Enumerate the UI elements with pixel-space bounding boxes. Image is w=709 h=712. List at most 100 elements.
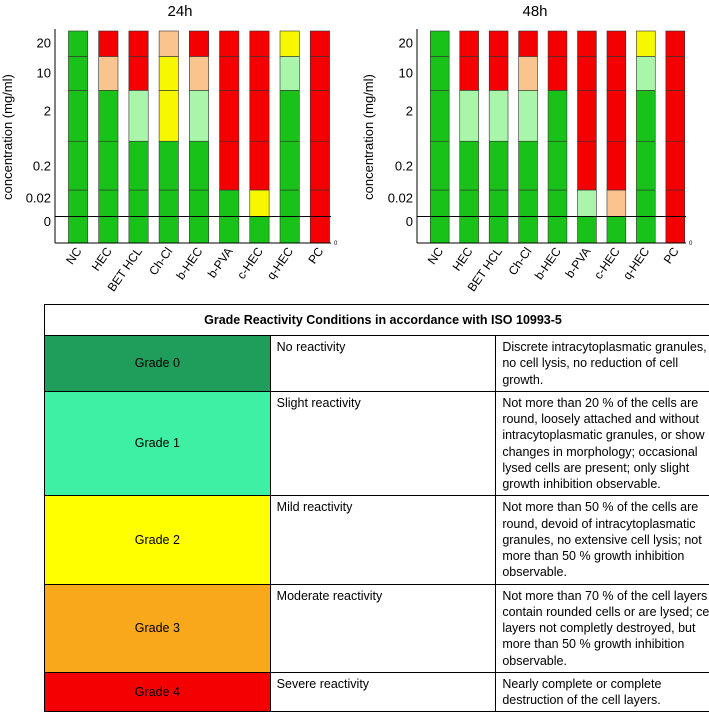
bar-segment — [578, 31, 597, 56]
bar-q-HEC — [636, 31, 655, 243]
bar-segment — [189, 56, 208, 90]
chart-title: 48h — [522, 3, 547, 20]
bar-segment — [607, 217, 626, 244]
bar-segment — [68, 90, 87, 141]
bar-segment — [250, 31, 269, 56]
bar-segment — [189, 190, 208, 217]
bar-segment — [607, 90, 626, 141]
bar-segment — [250, 190, 269, 217]
category-label: q-HEC — [620, 244, 652, 282]
bar-segment — [220, 190, 239, 217]
bar-b-PVA — [578, 31, 597, 243]
grade-swatch-cell: Grade 1 — [45, 391, 271, 496]
bar-segment — [548, 56, 567, 90]
bar-segment — [220, 56, 239, 90]
category-label: b-HEC — [532, 244, 564, 282]
bar-segment — [519, 190, 538, 217]
bar-segment — [430, 31, 449, 56]
bar-segment — [129, 141, 148, 190]
y-tick-label: 20 — [37, 36, 51, 51]
bar-segment — [636, 190, 655, 217]
grade-reactivity-table: Grade Reactivity Conditions in accordanc… — [44, 304, 709, 712]
y-tick-label: 20 — [399, 36, 413, 51]
reactivity-cell: No reactivity — [270, 336, 496, 392]
bar-segment — [489, 217, 508, 244]
bar-segment — [159, 190, 178, 217]
y-axis-title: concentration (mg/ml) — [361, 74, 376, 200]
y-tick-label: 2 — [44, 104, 51, 119]
y-tick-label: 0.02 — [26, 190, 51, 205]
bar-segment — [460, 217, 479, 244]
bar-segment — [607, 141, 626, 190]
bar-segment — [280, 141, 299, 190]
bar-BET HCL — [129, 31, 148, 243]
bar-segment — [68, 190, 87, 217]
bar-segment — [250, 141, 269, 190]
conditions-cell: Nearly complete or complete destruction … — [496, 672, 709, 712]
bar-segment — [129, 217, 148, 244]
conditions-cell: Not more than 50 % of the cells are roun… — [496, 496, 709, 584]
bar-BET HCL — [489, 31, 508, 243]
bar-b-HEC — [548, 31, 567, 243]
bar-segment — [666, 90, 685, 141]
y-tick-label: 0.2 — [395, 159, 413, 174]
bar-PC — [666, 31, 685, 243]
bar-segment — [666, 190, 685, 217]
bar-segment — [607, 190, 626, 217]
bar-segment — [519, 31, 538, 56]
bar-segment — [280, 190, 299, 217]
bar-segment — [99, 56, 118, 90]
bar-segment — [489, 141, 508, 190]
grade-swatch-cell: Grade 4 — [45, 672, 271, 712]
bar-segment — [310, 141, 329, 190]
bar-b-PVA — [220, 31, 239, 243]
bar-segment — [548, 217, 567, 244]
y-tick-label: 0.2 — [33, 159, 51, 174]
bar-segment — [666, 217, 685, 244]
bar-segment — [519, 56, 538, 90]
bar-b-HEC — [189, 31, 208, 243]
chart-title: 24h — [167, 3, 192, 20]
bar-c-HEC — [250, 31, 269, 243]
bar-segment — [129, 190, 148, 217]
category-label: PC — [305, 244, 326, 266]
bar-segment — [636, 90, 655, 141]
corner-mark: 0 — [689, 241, 693, 247]
bar-segment — [460, 190, 479, 217]
bar-Ch-Cl — [159, 31, 178, 243]
bar-segment — [460, 90, 479, 141]
bar-segment — [548, 141, 567, 190]
bar-segment — [666, 141, 685, 190]
bar-segment — [430, 141, 449, 190]
bar-segment — [489, 31, 508, 56]
bar-segment — [220, 90, 239, 141]
category-label: PC — [661, 244, 682, 266]
bar-segment — [666, 31, 685, 56]
category-label: NC — [63, 244, 85, 267]
y-axis-title: concentration (mg/ml) — [0, 74, 15, 200]
conditions-cell: Not more than 20 % of the cells are roun… — [496, 391, 709, 496]
bar-segment — [280, 90, 299, 141]
bar-segment — [250, 90, 269, 141]
bar-q-HEC — [280, 31, 299, 243]
bar-segment — [129, 31, 148, 56]
bar-segment — [250, 217, 269, 244]
corner-mark: 0 — [334, 241, 338, 247]
reactivity-cell: Mild reactivity — [270, 496, 496, 584]
bar-segment — [460, 31, 479, 56]
bar-segment — [430, 90, 449, 141]
bar-segment — [99, 190, 118, 217]
bar-c-HEC — [607, 31, 626, 243]
category-label: b-PVA — [563, 245, 594, 281]
category-label: NC — [425, 244, 447, 267]
bar-segment — [519, 90, 538, 141]
bar-segment — [636, 56, 655, 90]
grade-swatch-cell: Grade 2 — [45, 496, 271, 584]
bar-NC — [430, 31, 449, 243]
